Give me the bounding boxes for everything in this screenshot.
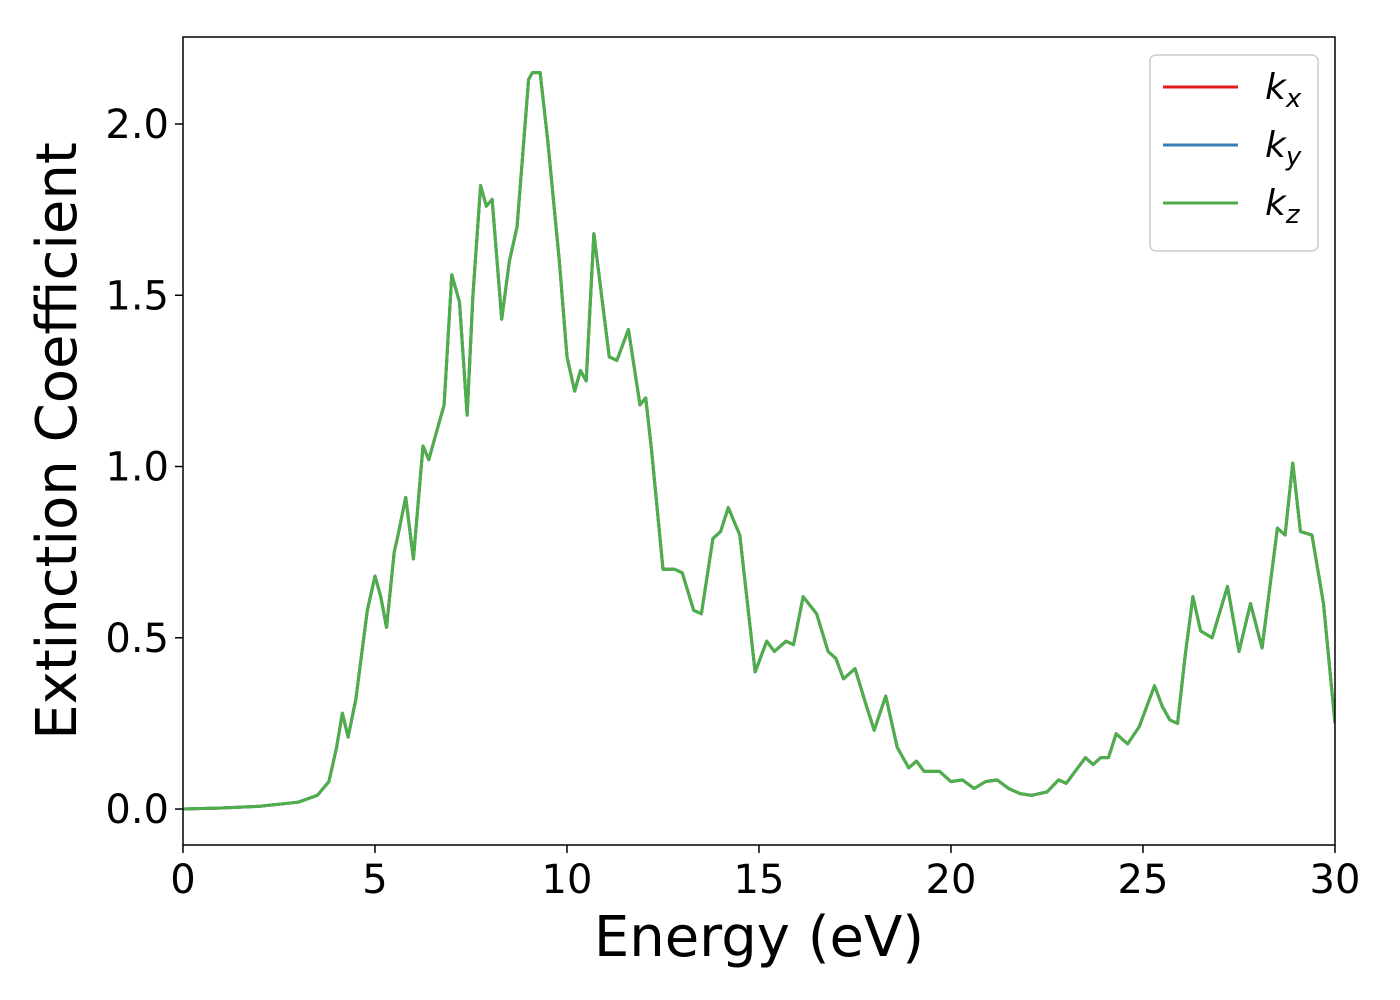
x-tick-label: 25 — [1118, 857, 1169, 903]
y-tick-label: 0.0 — [105, 787, 169, 833]
y-tick-label: 0.5 — [105, 616, 169, 662]
x-tick-label: 5 — [362, 857, 387, 903]
y-tick-label: 2.0 — [105, 102, 169, 148]
x-tick-label: 0 — [170, 857, 195, 903]
y-axis-label: Extinction Coefficient — [25, 142, 90, 740]
legend-label: kx — [1265, 67, 1302, 114]
y-tick-label: 1.0 — [105, 445, 169, 491]
x-tick-label: 15 — [734, 857, 785, 903]
x-tick-label: 20 — [926, 857, 977, 903]
legend-label: ky — [1265, 125, 1302, 172]
series-line — [183, 71, 1335, 811]
y-tick-label: 1.5 — [105, 273, 169, 319]
plot-frame — [182, 36, 1336, 846]
legend-label: kz — [1265, 183, 1301, 230]
x-axis-label: Energy (eV) — [594, 905, 924, 970]
x-tick-label: 10 — [542, 857, 593, 903]
x-tick-label: 30 — [1310, 857, 1361, 903]
